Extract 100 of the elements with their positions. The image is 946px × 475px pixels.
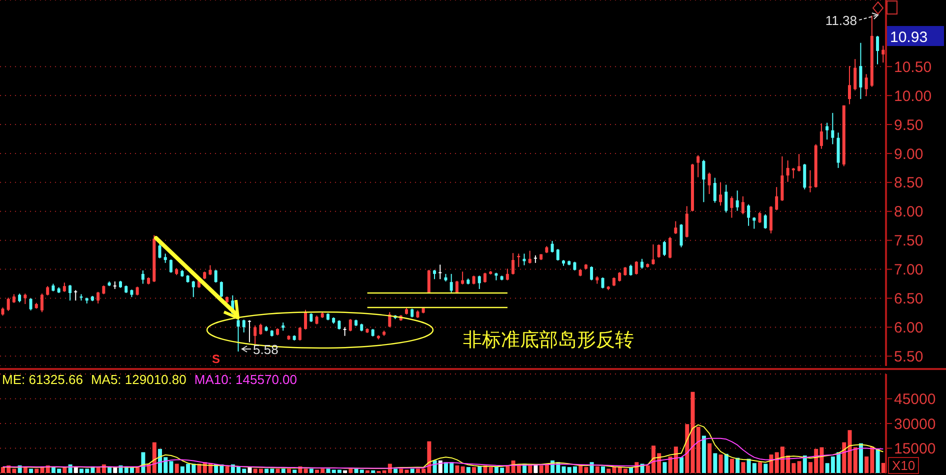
candlestick [775,186,778,211]
bar [853,447,858,473]
candlestick [792,167,795,179]
bar [34,468,39,473]
bar [29,468,34,473]
bar [141,452,146,473]
candlestick [550,240,554,253]
candlestick [882,45,885,64]
candlestick [236,318,240,352]
candlestick [696,154,700,178]
bar [248,467,252,473]
candlestick [427,269,430,294]
bar [460,466,465,473]
y-tick-label: 7.00 [894,262,924,279]
bar [736,458,740,473]
bar [601,466,606,473]
candlestick [141,270,144,284]
bar [292,470,297,473]
candlestick [764,214,767,230]
bar [225,466,230,473]
candlestick [208,264,212,276]
y-tick-label: 9.50 [894,116,924,134]
bar [858,443,863,473]
bar [438,460,442,473]
candlestick [169,258,172,274]
candlestick [248,320,251,343]
candlestick [730,196,734,218]
candlestick [40,293,44,313]
bar [371,470,376,473]
bar [174,464,179,473]
candlestick [854,58,857,91]
bar [348,468,353,473]
bar [23,467,28,473]
bar [455,465,460,473]
y-tick-label: 8.50 [894,174,924,192]
candlestick [685,206,688,238]
bar [74,467,78,473]
candlestick [478,275,481,290]
candlestick [46,286,50,296]
candlestick [713,177,716,204]
candlestick [680,224,683,248]
text: X10 [888,457,920,474]
annotation: MA10: 145570.00 [194,372,297,387]
bar [326,468,330,473]
candlestick [786,160,790,182]
bar [680,457,684,473]
candlestick [758,211,762,224]
candlestick [556,248,560,262]
bar [276,468,280,473]
candlestick [826,122,829,140]
y-tick-label: 9.00 [894,146,924,163]
candlestick [662,240,666,256]
y-tick-label: 15000 [894,440,936,458]
bar [62,467,67,473]
candlestick [803,163,806,190]
candlestick [68,284,72,302]
bar [718,454,723,473]
y-tick-label: 10.50 [894,58,932,76]
candlestick [601,276,604,289]
candlestick [702,159,706,203]
y-tick-label: 10.00 [894,88,932,105]
candlestick [674,220,678,234]
candlestick [506,268,509,281]
bar [730,458,734,473]
bar [113,467,118,473]
candlestick [719,182,722,206]
candlestick [433,269,436,280]
line-series [2,438,884,469]
y-tick-label: 6.50 [894,290,924,308]
bar [286,468,291,473]
candlestick [752,216,756,230]
annotation: 5.58 [253,342,278,357]
y-tick-label: 7.50 [894,232,924,250]
bar [309,468,314,473]
candlestick [859,42,862,100]
candlestick [831,112,834,145]
y-tick-label: 30000 [894,416,936,433]
bar [394,468,398,473]
bar [741,462,746,473]
candlestick [708,172,711,195]
bar [281,468,286,473]
candlestick [338,320,341,330]
bar [708,443,712,473]
candlestick [736,190,739,212]
candlestick [668,236,672,259]
bar [432,460,437,473]
candlestick [747,204,750,226]
candlestick [876,35,880,65]
bar [702,436,706,473]
candlestick [618,272,622,282]
candlestick [629,264,632,276]
bar [472,467,476,473]
candlestick [438,264,442,280]
bar [595,466,600,473]
bar [466,467,470,473]
bar [724,454,728,473]
bar [410,468,414,473]
candlestick [528,250,532,264]
text: 10.93 [890,29,928,46]
bar [528,465,532,473]
